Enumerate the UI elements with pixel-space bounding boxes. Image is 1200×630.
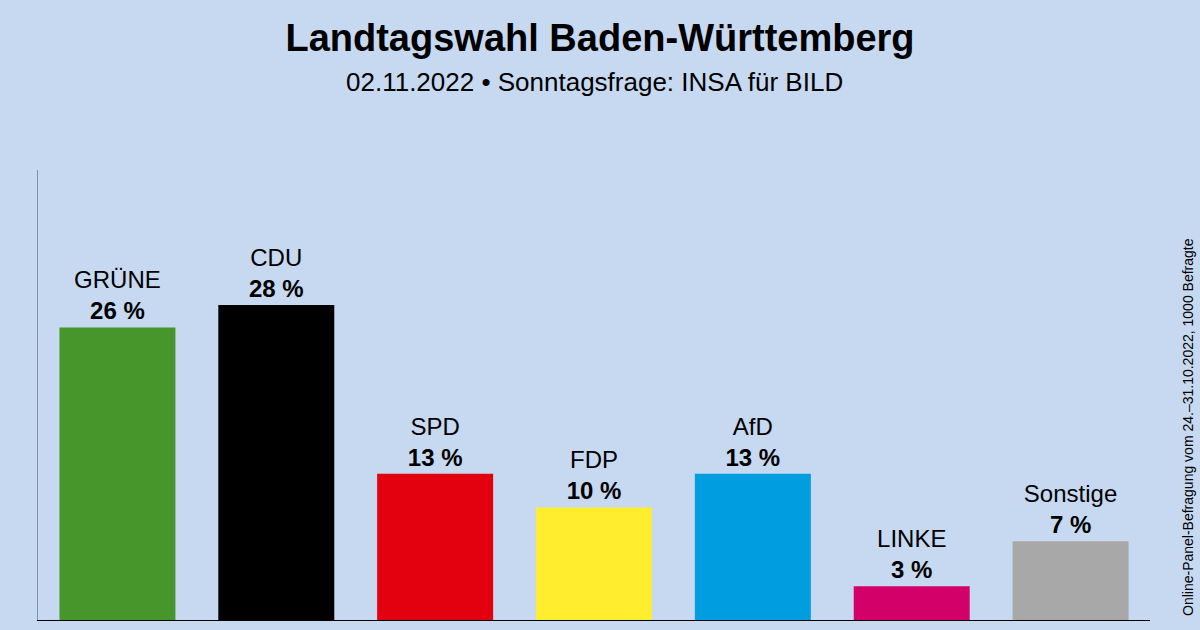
svg-text:Sonstige7 %: Sonstige7 % [1024,480,1117,538]
svg-text:Online-Panel-Befragung vom 24.: Online-Panel-Befragung vom 24.–31.10.202… [1180,238,1196,616]
svg-text:Landtagswahl Baden-Württemberg: Landtagswahl Baden-Württemberg [285,17,914,59]
svg-text:GRÜNE26 %: GRÜNE26 % [74,266,161,324]
svg-text:FDP10 %: FDP10 % [567,446,622,504]
svg-text:AfD13 %: AfD13 % [726,413,781,471]
svg-text:02.11.2022 • Sonntagsfrage: IN: 02.11.2022 • Sonntagsfrage: INSA für BIL… [346,67,843,97]
svg-text:LINKE3 %: LINKE3 % [877,525,946,583]
svg-text:CDU28 %: CDU28 % [249,244,304,302]
svg-text:SPD13 %: SPD13 % [408,413,463,471]
